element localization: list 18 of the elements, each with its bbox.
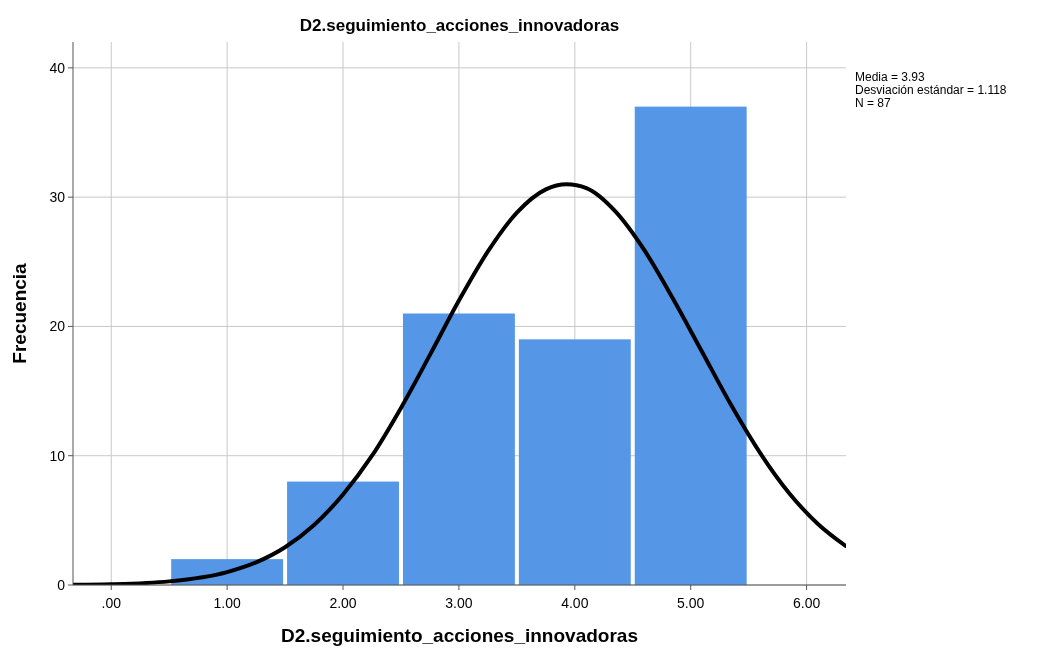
y-tick-label: 20 [49,318,66,335]
text: Desviación estándar = 1.118 [855,83,1007,97]
x-tick-label: .00 [101,595,122,611]
x-tick-label: 5.00 [677,595,705,611]
text: N = 87 [855,96,892,110]
x-tick-label: 3.00 [445,595,473,611]
x-tick-label: 2.00 [329,595,357,611]
x-axis-title: D2.seguimiento_acciones_innovadoras [281,625,638,646]
x-tick-label: 1.00 [213,595,241,611]
y-tick-label: 10 [49,447,66,464]
y-axis-title: Frecuencia [9,262,30,364]
y-tick-label: 30 [49,189,66,206]
x-tick-label: 4.00 [561,595,589,611]
y-tick-label: 40 [49,59,66,76]
y-tick-label: 0 [57,576,66,593]
x-tick-label: 6.00 [792,595,821,611]
chart-title: D2.seguimiento_acciones_innovadoras [299,16,620,35]
text: Media = 3.93 [855,70,926,84]
